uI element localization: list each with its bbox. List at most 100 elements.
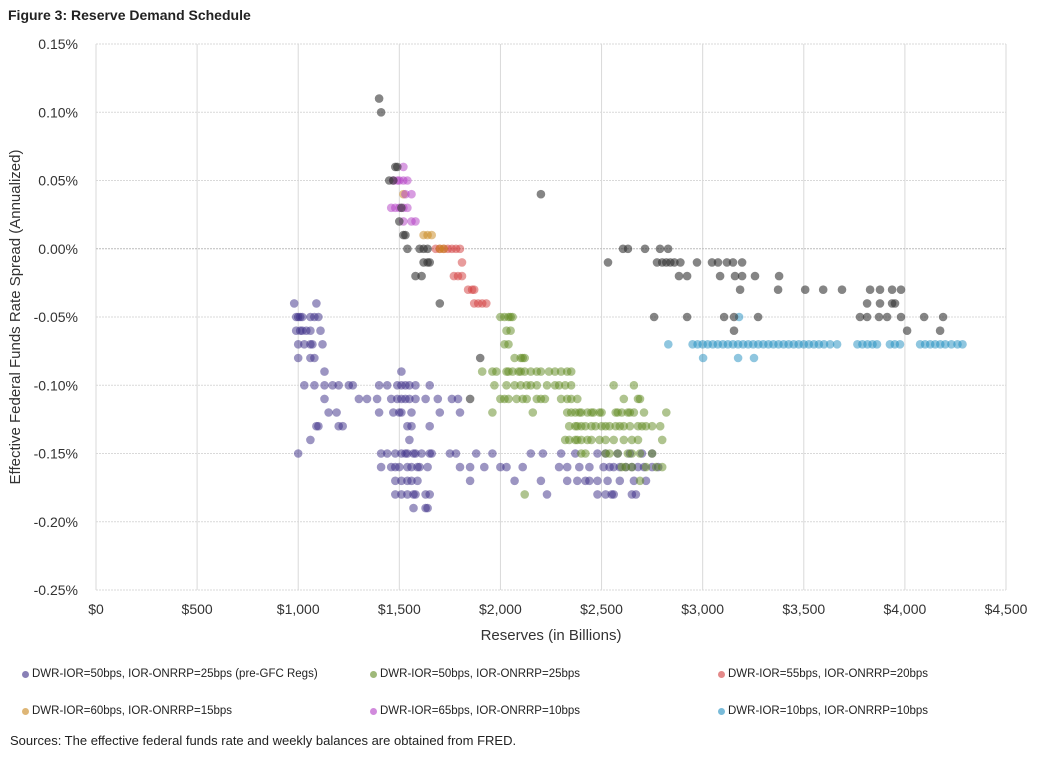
legend-label-3: DWR-IOR=55bps, IOR-ONRRP=20bps [728, 668, 929, 680]
data-point-series-1 [397, 490, 406, 499]
data-point-series-1 [411, 394, 420, 404]
x-tick-label: $3,500 [782, 601, 825, 617]
legend-item-1: DWR-IOR=50bps, IOR-ONRRP=25bps (pre-GFC … [22, 668, 318, 680]
data-point-series-1 [433, 394, 443, 404]
data-point-series-6 [832, 340, 842, 349]
data-point-series-1 [386, 394, 396, 404]
data-point-series-1 [411, 490, 420, 499]
data-point-series-3 [469, 285, 479, 295]
data-point-series-7 [713, 258, 723, 267]
data-point-series-1 [510, 476, 519, 486]
data-point-series-1 [403, 490, 412, 499]
data-point-series-7 [411, 271, 420, 281]
data-point-series-2 [657, 462, 667, 472]
data-point-series-1 [455, 462, 465, 472]
data-point-series-1 [300, 340, 309, 349]
data-point-series-1 [391, 449, 400, 458]
data-point-series-4 [427, 230, 437, 240]
data-point-series-1 [631, 490, 641, 499]
data-point-series-2 [526, 367, 536, 376]
data-point-series-1 [415, 462, 424, 472]
data-point-series-1 [585, 462, 594, 472]
data-point-series-1 [629, 476, 639, 486]
data-point-series-2 [625, 421, 635, 431]
data-point-series-1 [571, 449, 580, 458]
data-point-series-1 [425, 421, 435, 431]
data-point-series-2 [619, 421, 629, 431]
legend-marker-3 [718, 670, 725, 678]
data-point-series-2 [629, 381, 639, 390]
data-point-series-1 [593, 490, 602, 499]
data-point-series-1 [338, 421, 348, 431]
data-point-series-2 [477, 367, 487, 376]
data-point-series-1 [599, 462, 608, 472]
data-point-series-1 [293, 340, 303, 349]
data-point-series-2 [633, 435, 643, 445]
y-axis-label: Effective Federal Funds Rate Spread (Ann… [7, 150, 24, 485]
x-tick-label: $1,500 [378, 601, 421, 617]
data-point-series-7 [692, 258, 702, 267]
data-point-series-1 [575, 462, 584, 472]
data-point-series-7 [730, 271, 740, 281]
data-point-series-1 [593, 476, 602, 486]
data-point-series-6 [819, 340, 829, 349]
data-point-series-1 [320, 381, 329, 390]
data-point-series-1 [407, 408, 416, 417]
data-point-series-1 [293, 449, 303, 458]
data-point-series-7 [875, 285, 885, 295]
data-point-series-2 [540, 394, 550, 404]
data-point-series-1 [376, 449, 386, 458]
legend-marker-5 [370, 707, 377, 715]
data-point-series-1 [542, 490, 552, 499]
data-point-series-1 [382, 449, 392, 458]
data-point-series-1 [451, 449, 461, 458]
data-point-series-2 [601, 435, 610, 445]
data-point-series-1 [502, 462, 511, 472]
data-point-series-2 [647, 449, 657, 458]
data-point-series-1 [562, 462, 572, 472]
data-point-series-1 [417, 449, 426, 458]
data-point-series-2 [520, 353, 529, 363]
x-tick-label: $1,000 [277, 601, 320, 617]
data-point-series-7 [403, 244, 412, 254]
data-point-series-1 [354, 394, 364, 404]
data-point-series-2 [532, 381, 542, 390]
data-point-series-2 [556, 367, 566, 376]
data-point-series-7 [715, 271, 725, 281]
data-point-series-7 [862, 299, 872, 308]
x-tick-label: $2,000 [479, 601, 522, 617]
data-point-series-7 [655, 244, 665, 254]
data-point-series-2 [597, 408, 606, 417]
data-point-series-2 [556, 394, 566, 404]
data-point-series-2 [581, 449, 590, 458]
data-point-series-2 [520, 490, 529, 499]
data-point-series-1 [556, 449, 566, 458]
data-point-series-6 [664, 340, 673, 349]
data-point-series-7 [423, 244, 432, 254]
data-point-series-2 [564, 435, 574, 445]
data-point-series-7 [750, 271, 760, 281]
data-point-series-7 [374, 94, 384, 103]
data-point-series-2 [581, 421, 590, 431]
data-point-series-1 [409, 503, 418, 513]
data-point-series-7 [389, 176, 398, 185]
data-point-series-2 [564, 421, 574, 431]
data-point-series-7 [862, 312, 872, 322]
y-tick-label: -0.25% [34, 582, 78, 598]
data-point-series-1 [526, 449, 536, 458]
data-point-series-7 [401, 230, 410, 240]
data-point-series-7 [676, 258, 685, 267]
data-point-series-2 [655, 421, 665, 431]
data-point-series-1 [465, 476, 475, 486]
data-point-series-1 [601, 490, 610, 499]
data-point-series-1 [308, 340, 317, 349]
data-point-series-7 [882, 312, 892, 322]
data-point-series-2 [619, 435, 629, 445]
data-point-series-1 [298, 312, 307, 322]
data-point-series-7 [649, 312, 659, 322]
data-point-series-7 [640, 244, 650, 254]
data-point-series-2 [504, 394, 513, 404]
data-point-series-7 [729, 312, 739, 322]
data-point-series-1 [376, 462, 386, 472]
legend-item-4: DWR-IOR=60bps, IOR-ONRRP=15bps [22, 705, 232, 717]
